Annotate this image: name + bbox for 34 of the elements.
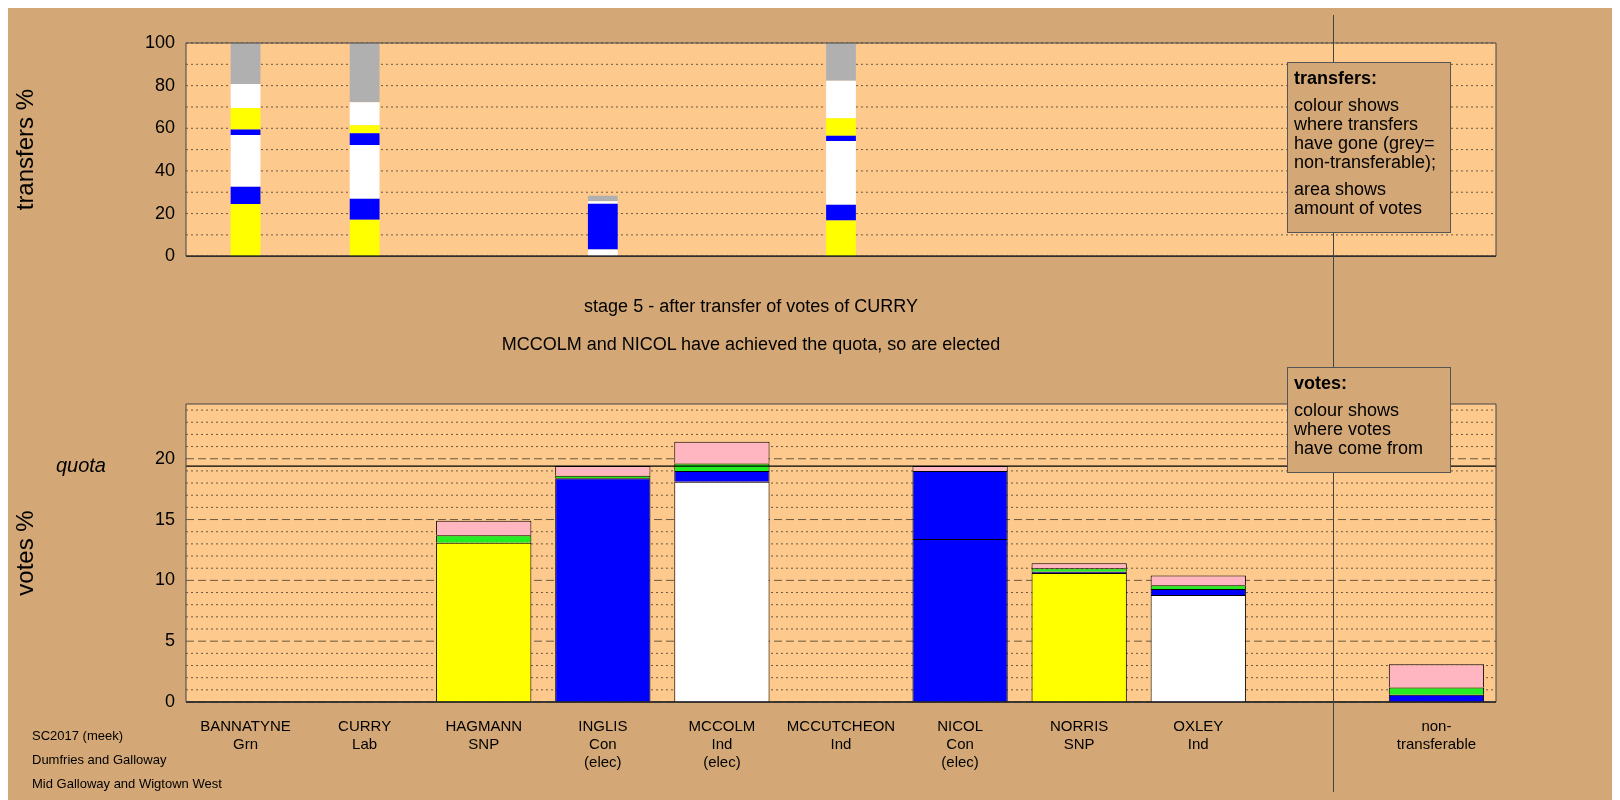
y-tick-label: 80 xyxy=(154,74,175,95)
y-tick-label: 0 xyxy=(164,245,175,266)
annotation: colour shows where transfers have gone (grey= non-transferable); xyxy=(1294,95,1438,172)
text: SC2017 (meek) xyxy=(32,728,124,743)
text: votes: xyxy=(1294,373,1348,393)
y-tick-label: 40 xyxy=(154,159,175,180)
x-tick-label: MCCOLM Ind (elec) xyxy=(688,717,756,771)
y-tick-label: 20 xyxy=(154,447,175,468)
x-tick-label: NICOL Con (elec) xyxy=(937,717,984,771)
chart-title: stage 5 - after transfer of votes of CURRY xyxy=(583,296,919,317)
y-tick-label: 15 xyxy=(154,508,175,529)
y-tick-label: 10 xyxy=(154,569,175,590)
x-tick-label: MCCUTCHEON Ind xyxy=(786,717,896,753)
annotation: transfers: xyxy=(1294,68,1379,88)
text: Dumfries and Galloway xyxy=(32,751,168,769)
y-tick-label: 100 xyxy=(144,31,175,52)
ref-line-label: quota xyxy=(55,453,106,476)
x-tick-label: CURRY Lab xyxy=(338,717,392,753)
text: Mid Galloway and Wigtown West xyxy=(32,775,222,793)
x-tick-label: HAGMANN SNP xyxy=(445,717,523,753)
x-tick-label: INGLIS Con (elec) xyxy=(578,717,628,771)
x-tick-label: OXLEY Ind xyxy=(1173,717,1224,753)
x-tick-label: BANNATYNE Grn xyxy=(200,717,291,753)
y-tick-label: 20 xyxy=(154,202,175,223)
annotation: area shows amount of votes xyxy=(1294,179,1424,218)
y-tick-label: 60 xyxy=(154,117,175,138)
y-tick-label: 0 xyxy=(164,690,175,711)
y-axis-title: transfers % xyxy=(11,88,39,211)
annotation: colour shows where votes have come from xyxy=(1294,400,1425,458)
y-axis-title: votes % xyxy=(11,510,39,596)
x-tick-label: NORRIS SNP xyxy=(1050,717,1109,753)
chart-subtitle: MCCOLM and NICOL have achieved the quota, so are elected xyxy=(500,334,1002,355)
y-tick-label: 5 xyxy=(164,630,175,651)
x-tick-label: non- transferable xyxy=(1396,717,1477,753)
